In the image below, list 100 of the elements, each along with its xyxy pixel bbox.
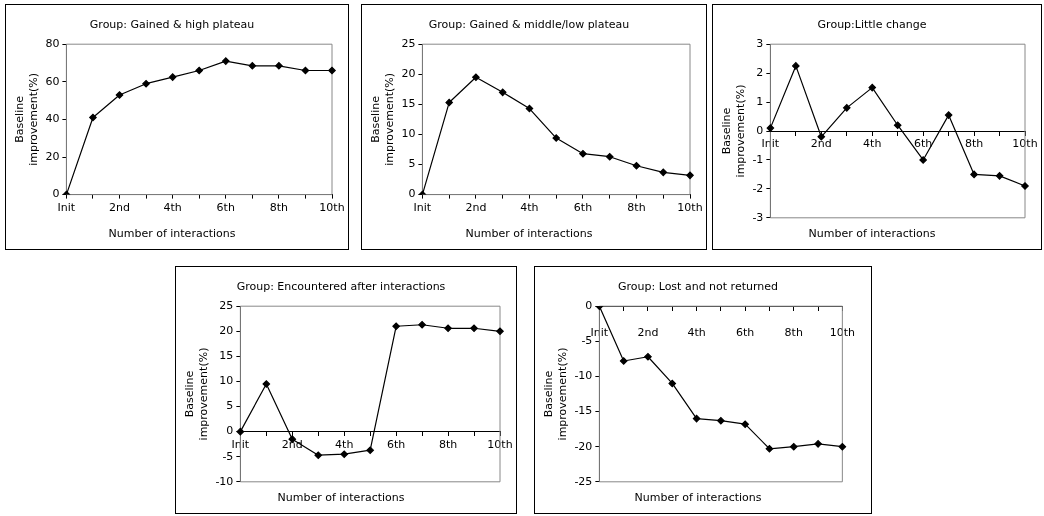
y-tick-label: 40 bbox=[45, 112, 60, 126]
point bbox=[605, 152, 614, 161]
x-tick-label: 6th bbox=[736, 325, 755, 339]
x-tick-label: 4th bbox=[863, 137, 882, 151]
x-tick-label: 10th bbox=[1012, 137, 1038, 151]
x-tick-label: 8th bbox=[627, 201, 646, 215]
point bbox=[632, 161, 641, 170]
y-tick-label: -1 bbox=[752, 152, 764, 166]
x-tick-label: 4th bbox=[520, 201, 539, 215]
x-tick-label: 10th bbox=[677, 201, 703, 215]
point bbox=[842, 104, 851, 112]
point bbox=[366, 446, 374, 454]
chart-title: Group: Gained & high plateau bbox=[89, 18, 255, 32]
y-tick-label: 5 bbox=[408, 157, 416, 171]
point bbox=[525, 104, 534, 113]
point bbox=[765, 444, 774, 453]
point bbox=[838, 442, 847, 451]
y-tick-label: 25 bbox=[219, 299, 234, 313]
point bbox=[496, 327, 504, 336]
x-axis-title: Number of interactions bbox=[108, 227, 236, 241]
x-axis-title: Number of interactions bbox=[634, 491, 762, 505]
point bbox=[619, 357, 628, 365]
point bbox=[470, 324, 478, 333]
y-tick-label: -10 bbox=[215, 474, 234, 488]
y-tick-label: 0 bbox=[756, 123, 764, 137]
point bbox=[168, 73, 177, 81]
chart-title: Group: Gained & middle/low plateau bbox=[428, 18, 630, 32]
x-tick-label: 4th bbox=[163, 201, 182, 215]
x-axis-title: Number of interactions bbox=[465, 227, 593, 241]
y-axis-title: Baseline improvement(%) bbox=[720, 84, 747, 178]
y-axis-title: Baseline improvement(%) bbox=[183, 347, 210, 441]
y-tick-label: -5 bbox=[222, 449, 234, 463]
point bbox=[789, 442, 798, 451]
point bbox=[1021, 182, 1029, 190]
point bbox=[301, 66, 310, 75]
y-tick-label: 2 bbox=[756, 65, 764, 79]
x-tick-label: 8th bbox=[784, 325, 803, 339]
point bbox=[579, 149, 587, 158]
point bbox=[195, 66, 203, 75]
y-tick-label: -25 bbox=[574, 474, 593, 488]
point bbox=[692, 414, 701, 423]
y-tick-label: 25 bbox=[401, 37, 416, 51]
y-tick-label: -10 bbox=[574, 369, 593, 383]
x-tick-label: 10th bbox=[319, 201, 345, 215]
x-tick-label: Init bbox=[413, 201, 432, 215]
point bbox=[115, 91, 124, 99]
x-tick-label: 2nd bbox=[465, 201, 487, 215]
y-tick-label: 15 bbox=[401, 97, 416, 111]
point bbox=[444, 324, 452, 333]
x-tick-label: 2nd bbox=[637, 325, 659, 339]
x-tick-label: 2nd bbox=[810, 137, 832, 151]
chart-title: Group: Lost and not returned bbox=[618, 280, 778, 294]
y-axis-title: Baseline improvement(%) bbox=[542, 347, 569, 441]
point bbox=[970, 170, 978, 179]
x-tick-label: 6th bbox=[573, 201, 593, 215]
y-tick-label: 20 bbox=[401, 67, 416, 81]
x-tick-label: 10th bbox=[487, 438, 513, 452]
x-tick-label: 6th bbox=[387, 438, 406, 452]
y-tick-label: 10 bbox=[401, 127, 416, 141]
y-tick-label: 15 bbox=[219, 349, 234, 363]
x-tick-label: 2nd bbox=[109, 201, 130, 215]
point bbox=[717, 416, 725, 425]
y-tick-label: 0 bbox=[408, 187, 416, 201]
y-tick-label: 10 bbox=[219, 374, 234, 388]
chart-title: Group:Little change bbox=[817, 18, 927, 32]
y-tick-label: 3 bbox=[756, 37, 764, 51]
y-tick-label: -3 bbox=[752, 210, 764, 224]
point bbox=[248, 62, 257, 70]
x-tick-label: 6th bbox=[914, 137, 933, 151]
y-tick-label: 0 bbox=[226, 424, 234, 438]
point bbox=[644, 352, 652, 361]
point bbox=[314, 451, 323, 460]
x-tick-label: 6th bbox=[216, 201, 235, 215]
y-tick-label: 5 bbox=[226, 399, 234, 413]
point bbox=[340, 450, 349, 459]
x-tick-label: 8th bbox=[438, 438, 458, 452]
point bbox=[868, 83, 877, 92]
point bbox=[418, 320, 426, 329]
point bbox=[328, 66, 336, 75]
point bbox=[89, 113, 97, 122]
point bbox=[142, 79, 150, 88]
y-axis-title: Baseline improvement(%) bbox=[369, 72, 396, 166]
x-tick-label: 8th bbox=[269, 201, 289, 215]
point bbox=[893, 121, 902, 130]
point bbox=[919, 156, 927, 164]
point bbox=[552, 134, 560, 142]
x-axis-title: Number of interactions bbox=[808, 227, 936, 241]
x-tick-label: Init bbox=[57, 201, 76, 215]
y-axis-title: Baseline improvement(%) bbox=[13, 72, 40, 166]
x-tick-label: 4th bbox=[687, 325, 706, 339]
y-tick-label: -2 bbox=[752, 181, 764, 195]
point bbox=[814, 440, 822, 448]
point bbox=[668, 379, 677, 388]
y-tick-label: 0 bbox=[585, 299, 593, 313]
x-tick-label: 2nd bbox=[281, 438, 303, 452]
point bbox=[686, 171, 694, 180]
point bbox=[741, 420, 749, 428]
point bbox=[236, 427, 245, 436]
point bbox=[275, 62, 283, 70]
point bbox=[792, 62, 800, 70]
